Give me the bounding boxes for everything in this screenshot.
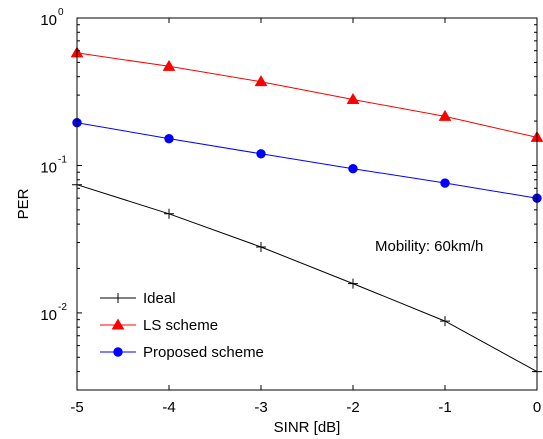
- legend-box: [93, 283, 303, 363]
- x-tick-label: -2: [346, 399, 359, 416]
- y-tick-label-exponent: -1: [58, 154, 67, 165]
- legend-items: Ideal LS scheme Proposed scheme: [100, 290, 264, 361]
- y-axis-label: PER: [15, 188, 32, 219]
- x-axis-label: SINR [dB]: [274, 419, 341, 436]
- legend-label: Ideal: [143, 290, 176, 307]
- data-point: [254, 75, 268, 87]
- x-tick-label: 0: [533, 399, 541, 416]
- data-point: [256, 149, 266, 159]
- x-tick-label: -1: [438, 399, 451, 416]
- x-tick-label: -4: [162, 399, 175, 416]
- series-line: [76, 52, 538, 138]
- data-point: [346, 93, 360, 105]
- legend-marker: [113, 293, 123, 303]
- legend: Ideal LS scheme Proposed scheme: [93, 283, 303, 363]
- legend-marker: [111, 318, 125, 330]
- series-line: [76, 122, 538, 199]
- mobility-annotation: Mobility: 60km/h: [375, 238, 483, 255]
- data-point: [348, 164, 358, 174]
- x-tick-label: -5: [70, 399, 83, 416]
- legend-label: Proposed scheme: [143, 344, 264, 361]
- data-point: [256, 241, 266, 252]
- plot-frame: [76, 17, 538, 391]
- legend-label: LS scheme: [143, 317, 218, 334]
- y-tick-label-base: 10: [40, 12, 57, 29]
- x-tick-label: -3: [254, 399, 267, 416]
- y-tick-label-exponent: -2: [58, 302, 67, 313]
- y-tick-label-base: 10: [40, 307, 57, 324]
- data-point: [440, 316, 450, 327]
- series-line: [76, 184, 538, 373]
- data-point: [438, 109, 452, 121]
- data-point: [164, 208, 174, 219]
- data-point: [348, 278, 358, 289]
- legend-item: Proposed scheme: [100, 344, 264, 361]
- legend-item: Ideal: [100, 290, 176, 307]
- y-tick-label-exponent: 0: [58, 7, 64, 18]
- data-point: [164, 133, 174, 144]
- y-tick-label-base: 10: [40, 159, 57, 176]
- legend-marker: [113, 347, 123, 357]
- series-layer: [70, 46, 543, 377]
- data-point: [440, 178, 450, 188]
- legend-item: LS scheme: [100, 317, 218, 334]
- data-point: [162, 59, 176, 71]
